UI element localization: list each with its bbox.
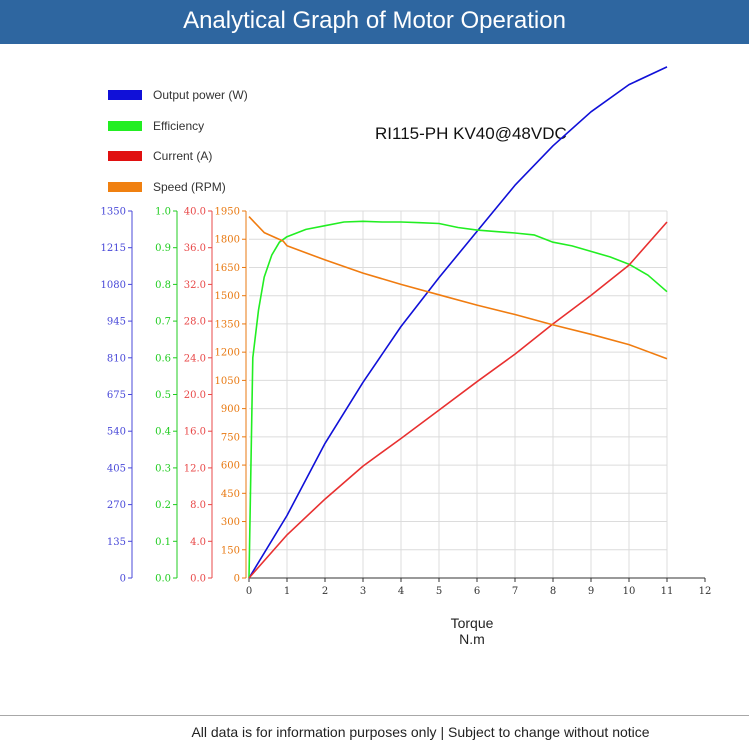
legend-swatch-current <box>108 151 142 162</box>
power-axis-tick-label: 540 <box>107 427 126 438</box>
legend-label-output-power: Output power (W) <box>153 88 248 103</box>
speed-axis-tick-label: 0 <box>234 574 240 585</box>
current-axis-tick-label: 20.0 <box>184 390 206 401</box>
x-axis-tick-label: 5 <box>436 586 442 597</box>
page-header: Analytical Graph of Motor Operation <box>0 0 749 44</box>
series-line-speed <box>248 216 668 360</box>
legend-item-output-power: Output power (W) <box>108 80 248 111</box>
legend-label-efficiency: Efficiency <box>153 118 205 133</box>
speed-axis-tick-label: 1350 <box>215 319 240 330</box>
current-axis-tick-label: 0.0 <box>190 574 206 585</box>
speed-axis-tick-label: 1650 <box>215 263 240 274</box>
speed-axis-tick-label: 1500 <box>215 291 240 302</box>
power-axis-tick-label: 0 <box>120 574 126 585</box>
power-axis-tick-label: 270 <box>107 500 126 511</box>
speed-axis-tick-label: 750 <box>221 432 240 443</box>
efficiency-axis-tick-label: 0.8 <box>155 280 171 291</box>
power-axis-tick-label: 405 <box>107 463 126 474</box>
x-axis-tick-label: 3 <box>360 586 366 597</box>
x-axis-tick-label: 0 <box>246 586 252 597</box>
efficiency-axis-tick-label: 0.7 <box>155 317 171 328</box>
current-axis-tick-label: 12.0 <box>184 463 206 474</box>
speed-axis-tick-label: 150 <box>221 545 240 556</box>
x-axis-tick-label: 8 <box>550 586 556 597</box>
efficiency-axis-tick-label: 1.0 <box>155 207 171 218</box>
current-axis-tick-label: 36.0 <box>184 243 206 254</box>
series-line-efficiency <box>248 220 668 579</box>
x-axis-tick-label: 10 <box>623 586 636 597</box>
power-axis-tick-label: 1215 <box>101 243 126 254</box>
x-axis-tick-label: 9 <box>588 586 594 597</box>
legend-swatch-efficiency <box>108 120 142 131</box>
x-axis-tick-label: 6 <box>474 586 480 597</box>
series-line-power <box>248 66 668 579</box>
current-axis-tick-label: 28.0 <box>184 317 206 328</box>
x-axis-tick-label: 11 <box>661 586 674 597</box>
page-title: Analytical Graph of Motor Operation <box>183 7 566 34</box>
speed-axis-tick-label: 900 <box>221 404 240 415</box>
speed-axis-tick-label: 600 <box>221 461 240 472</box>
power-axis-tick-label: 945 <box>107 317 126 328</box>
efficiency-axis-tick-label: 0.0 <box>155 574 171 585</box>
speed-axis-tick-label: 450 <box>221 489 240 500</box>
efficiency-axis-tick-label: 0.4 <box>155 427 171 438</box>
legend-item-efficiency: Efficiency <box>108 111 248 142</box>
power-axis-tick-label: 810 <box>107 353 126 364</box>
footer-divider <box>0 715 749 716</box>
x-axis-label: Torque <box>451 615 494 631</box>
power-axis-tick-label: 1350 <box>101 207 126 218</box>
current-axis-tick-label: 24.0 <box>184 353 206 364</box>
footer-disclaimer: All data is for information purposes onl… <box>191 724 650 740</box>
speed-axis-tick-label: 1200 <box>215 348 240 359</box>
speed-axis-tick-label: 1950 <box>215 207 240 218</box>
x-axis-tick-label: 7 <box>512 586 518 597</box>
speed-axis-tick-label: 1800 <box>215 235 240 246</box>
chart-legend: Output power (W) Efficiency Current (A) … <box>108 80 248 202</box>
x-axis-unit-label: N.m <box>459 631 485 647</box>
power-axis-tick-label: 675 <box>107 390 126 401</box>
current-axis-tick-label: 40.0 <box>184 207 206 218</box>
power-axis-tick-label: 135 <box>107 537 126 548</box>
efficiency-axis-tick-label: 0.1 <box>155 537 171 548</box>
legend-swatch-output-power <box>108 90 142 101</box>
current-axis-tick-label: 8.0 <box>190 500 206 511</box>
current-axis-tick-label: 4.0 <box>190 537 206 548</box>
power-axis-tick-label: 1080 <box>101 280 126 291</box>
legend-item-current: Current (A) <box>108 141 248 172</box>
legend-label-current: Current (A) <box>153 149 213 164</box>
x-axis-tick-label: 1 <box>284 586 290 597</box>
legend-label-speed: Speed (RPM) <box>153 179 226 194</box>
current-axis-tick-label: 32.0 <box>184 280 206 291</box>
x-axis-tick-label: 2 <box>322 586 328 597</box>
efficiency-axis-tick-label: 0.9 <box>155 243 171 254</box>
speed-axis-tick-label: 300 <box>221 517 240 528</box>
speed-axis-tick-label: 1050 <box>215 376 240 387</box>
efficiency-axis-tick-label: 0.5 <box>155 390 171 401</box>
x-axis-tick-label: 4 <box>398 586 404 597</box>
efficiency-axis-tick-label: 0.3 <box>155 463 171 474</box>
motor-model-label: RI115-PH KV40@48VDC <box>375 124 567 143</box>
efficiency-axis-tick-label: 0.2 <box>155 500 171 511</box>
legend-swatch-speed <box>108 181 142 192</box>
series-line-current <box>248 221 668 579</box>
efficiency-axis-tick-label: 0.6 <box>155 353 171 364</box>
x-axis-tick-label: 12 <box>699 586 712 597</box>
current-axis-tick-label: 16.0 <box>184 427 206 438</box>
legend-item-speed: Speed (RPM) <box>108 172 248 203</box>
